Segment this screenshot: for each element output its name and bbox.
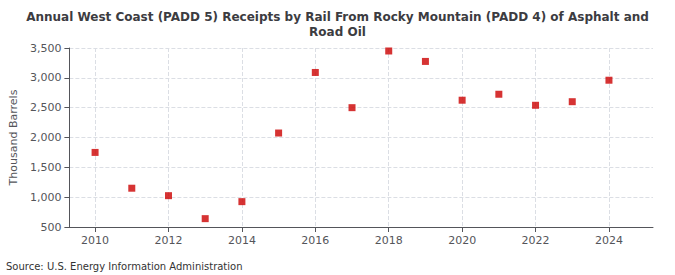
svg-text:2014: 2014 [228, 234, 256, 247]
svg-text:2022: 2022 [522, 234, 550, 247]
svg-text:Source: U.S. Energy Informatio: Source: U.S. Energy Information Administ… [6, 261, 243, 272]
svg-text:2,500: 2,500 [30, 101, 62, 114]
svg-text:2010: 2010 [81, 234, 109, 247]
svg-text:500: 500 [40, 221, 61, 234]
svg-text:2,000: 2,000 [30, 131, 62, 144]
svg-text:Annual West Coast (PADD 5) Rec: Annual West Coast (PADD 5) Receipts by R… [26, 10, 649, 24]
svg-text:2024: 2024 [595, 234, 623, 247]
svg-text:2012: 2012 [154, 234, 182, 247]
svg-text:2018: 2018 [375, 234, 403, 247]
svg-text:Thousand Barrels: Thousand Barrels [7, 89, 20, 186]
svg-text:3,500: 3,500 [30, 42, 62, 55]
svg-text:2020: 2020 [448, 234, 476, 247]
svg-text:Road Oil: Road Oil [309, 25, 366, 39]
svg-text:3,000: 3,000 [30, 71, 62, 84]
svg-text:2016: 2016 [301, 234, 329, 247]
svg-text:1,500: 1,500 [30, 161, 62, 174]
svg-text:1,000: 1,000 [30, 191, 62, 204]
